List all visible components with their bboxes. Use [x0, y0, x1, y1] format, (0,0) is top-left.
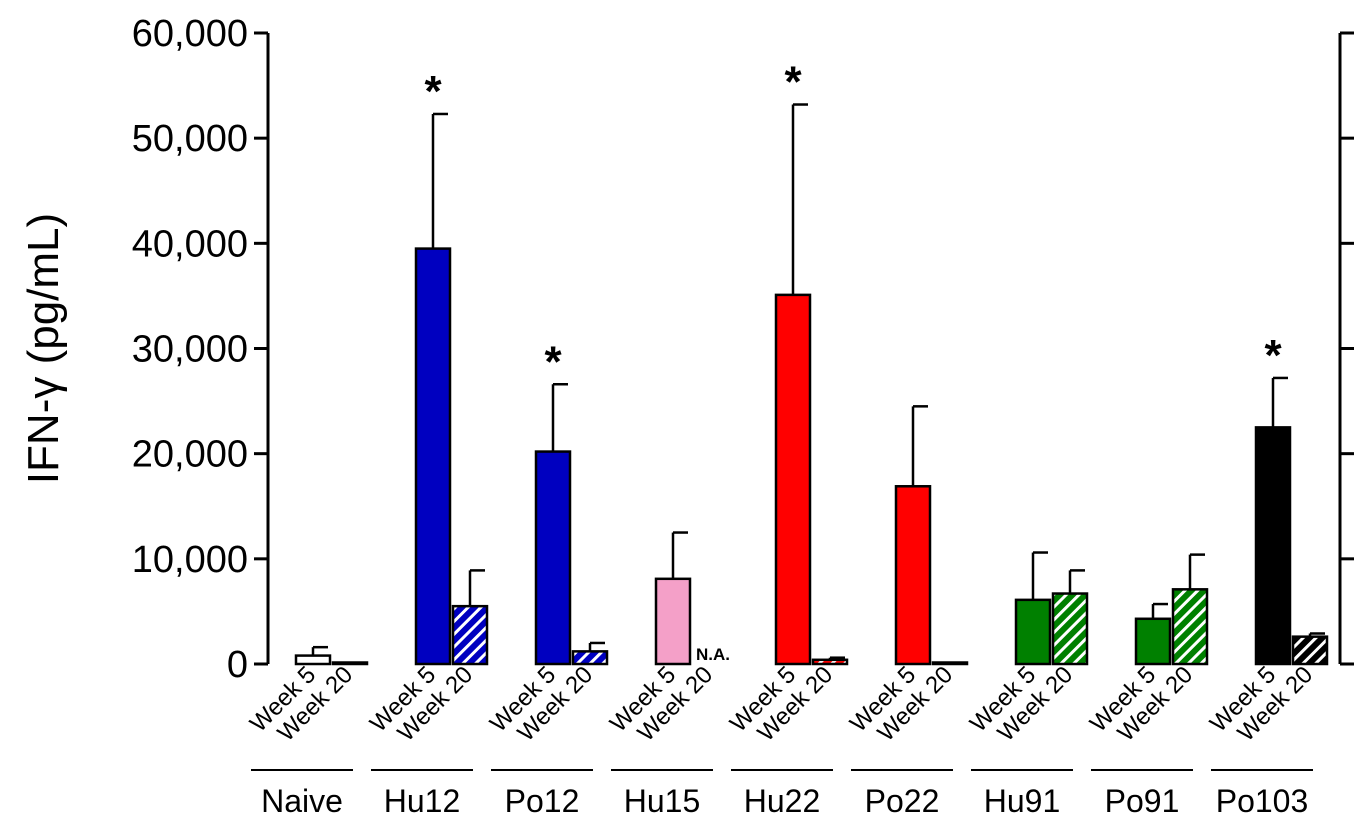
- bar-hu91-week20: [1051, 592, 1089, 666]
- group-label: Po103: [1216, 783, 1309, 819]
- bars: [294, 103, 1329, 666]
- significance-mark: *: [424, 67, 442, 116]
- bar-naive-week20: [331, 661, 369, 666]
- bar-po22-week20: [931, 661, 969, 666]
- y-tick-label: 50,000: [132, 118, 248, 160]
- bar-hu12-week5: [414, 247, 452, 666]
- y-tick-label: 30,000: [132, 329, 248, 371]
- group-label: Hu91: [984, 783, 1061, 819]
- bar-hu91-week5: [1014, 598, 1052, 666]
- bar-hu22-week5: [774, 293, 812, 666]
- group-label: Hu22: [744, 783, 821, 819]
- group-label: Po91: [1105, 783, 1180, 819]
- bar-hu15-week5: [654, 577, 692, 666]
- y-tick-label: 10,000: [132, 539, 248, 581]
- y-tick-label: 60,000: [132, 13, 248, 55]
- bar-po22-week5: [894, 485, 932, 666]
- axes: 0 10,000 20,000 30,000 40,000 50,000 60,000 IFN…: [19, 13, 1354, 686]
- y-axis-title: IFN-γ (pg/mL): [19, 213, 68, 484]
- group-label: Hu12: [384, 783, 461, 819]
- y-tick-label: 0: [227, 644, 248, 686]
- bar-po103-week5: [1254, 426, 1292, 666]
- not-available-note: N.A.: [696, 645, 730, 664]
- y-tick-label: 20,000: [132, 434, 248, 476]
- y-tick-label: 40,000: [132, 223, 248, 265]
- group-label: Naive: [261, 783, 343, 819]
- bar-po103-week20: [1291, 635, 1329, 666]
- bar-hu12-week20: [451, 604, 489, 666]
- significance-mark: *: [784, 58, 802, 107]
- bar-po91-week5: [1134, 617, 1172, 666]
- group-label: Po22: [865, 783, 940, 819]
- bar-po91-week20: [1171, 588, 1209, 666]
- significance-mark: *: [544, 337, 562, 386]
- bar-po12-week5: [534, 450, 572, 666]
- group-label: Hu15: [624, 783, 701, 819]
- group-label: Po12: [505, 783, 580, 819]
- significance-mark: *: [1264, 331, 1282, 380]
